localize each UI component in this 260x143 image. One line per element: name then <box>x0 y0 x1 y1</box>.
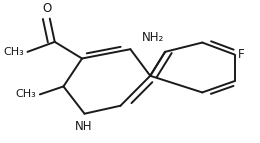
Text: F: F <box>238 48 245 61</box>
Text: NH: NH <box>75 120 92 133</box>
Text: CH₃: CH₃ <box>3 47 24 57</box>
Text: NH₂: NH₂ <box>141 31 164 44</box>
Text: CH₃: CH₃ <box>15 89 36 99</box>
Text: O: O <box>43 2 52 15</box>
